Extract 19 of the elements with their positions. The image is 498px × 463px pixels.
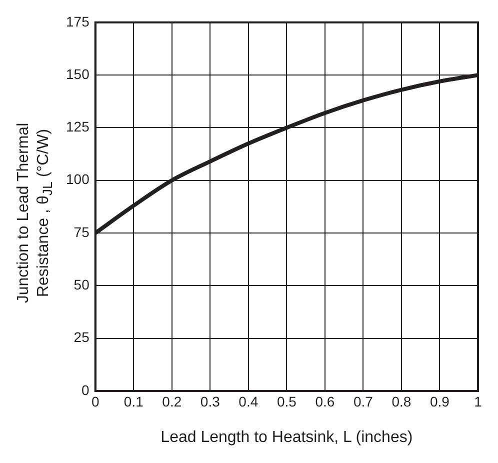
x-tick-label: 0.4 bbox=[238, 393, 258, 410]
y-tick-label: 25 bbox=[74, 329, 90, 346]
x-tick-label: 0.3 bbox=[200, 393, 220, 410]
y-tick-label: 175 bbox=[66, 13, 90, 30]
y-tick-label: 125 bbox=[66, 118, 90, 135]
x-tick-label: 0.1 bbox=[124, 393, 144, 410]
x-tick-label: 0.6 bbox=[315, 393, 335, 410]
y-tick-label: 0 bbox=[82, 382, 90, 398]
y-tick-label: 75 bbox=[74, 224, 90, 240]
x-tick-label: 0.8 bbox=[392, 393, 412, 410]
x-tick-label: 1 bbox=[474, 393, 482, 410]
x-tick-label: 0.9 bbox=[430, 393, 450, 410]
x-tick-label: 0.7 bbox=[353, 393, 374, 410]
x-axis-title: Lead Length to Heatsink, L (inches) bbox=[160, 428, 413, 446]
y-tick-label: 50 bbox=[74, 276, 90, 293]
y-tick-label: 100 bbox=[66, 171, 90, 188]
y-tick-label: 150 bbox=[66, 66, 90, 82]
x-tick-label: 0.2 bbox=[162, 393, 182, 410]
x-tick-label: 0.5 bbox=[276, 393, 297, 410]
